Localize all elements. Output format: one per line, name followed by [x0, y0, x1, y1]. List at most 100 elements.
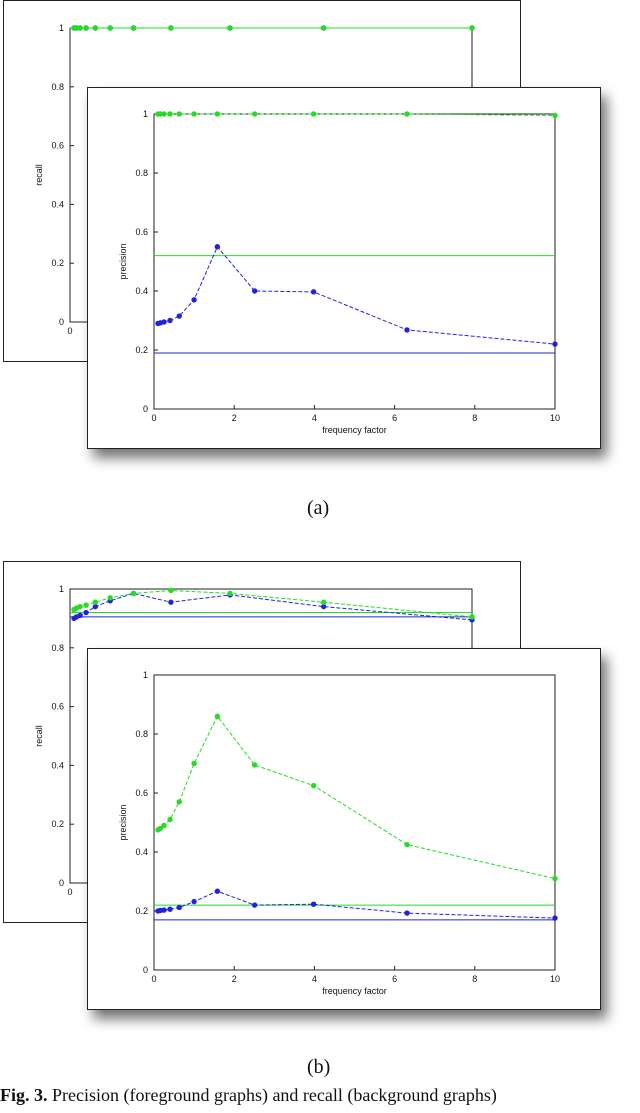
y-axis-label: precision: [118, 243, 128, 279]
data-point: [167, 906, 173, 912]
data-point: [157, 825, 164, 832]
data-point: [130, 590, 137, 597]
plot-frame: [153, 113, 556, 410]
series-line: [73, 592, 473, 621]
x-tick-label: 0: [151, 413, 156, 423]
data-point: [176, 111, 182, 117]
data-point: [83, 609, 89, 616]
y-tick-label: 0: [59, 878, 64, 888]
data-point: [191, 111, 197, 117]
y-axis-label: recall: [34, 725, 44, 747]
data-point: [107, 25, 113, 31]
recall-chart-b: 0 0.2 0.4 0.6 0.8 1 0 recall: [34, 584, 475, 897]
data-point: [167, 111, 173, 117]
data-point: [404, 111, 410, 117]
y-tick-label: 0.2: [135, 345, 148, 355]
plot-frame: [153, 674, 556, 971]
y-tick-label: 0.6: [135, 227, 148, 237]
data-point: [214, 888, 221, 894]
data-point: [320, 603, 327, 610]
data-point: [320, 25, 327, 31]
x-axis-label: frequency factor: [322, 986, 387, 996]
data-point: [161, 111, 167, 117]
data-point: [552, 875, 558, 882]
data-point: [310, 782, 317, 789]
series-line: [157, 245, 556, 345]
data-point: [469, 614, 475, 620]
y-tick-label: 0: [143, 404, 148, 414]
data-point: [92, 25, 99, 31]
data-point: [191, 760, 197, 767]
x-tick-label: 2: [232, 974, 237, 984]
series-line: [157, 715, 556, 880]
data-point: [83, 602, 89, 608]
data-point: [92, 603, 99, 610]
y-tick-label: 0.2: [135, 906, 148, 916]
y-tick-label: 0.4: [135, 286, 148, 296]
x-axis-label: frequency factor: [322, 425, 387, 435]
y-tick-label: 0.6: [51, 702, 64, 712]
x-tick-label: 8: [472, 413, 477, 423]
data-point: [77, 612, 83, 619]
x-tick-label: 0: [67, 326, 72, 336]
data-point: [469, 25, 475, 31]
data-point: [251, 288, 258, 294]
data-point: [310, 111, 317, 117]
data-point: [176, 799, 182, 805]
y-tick-label: 0.6: [51, 141, 64, 151]
data-point: [161, 319, 167, 325]
data-point: [552, 915, 558, 921]
data-point: [404, 910, 410, 916]
data-point: [176, 313, 182, 319]
y-tick-label: 0.4: [135, 847, 148, 857]
y-tick-label: 0: [143, 965, 148, 975]
data-point: [83, 25, 89, 31]
data-point: [77, 25, 83, 31]
y-tick-label: 0.4: [51, 760, 64, 770]
data-point: [167, 816, 173, 823]
y-tick-label: 1: [59, 23, 64, 33]
data-point: [310, 289, 317, 295]
data-point: [320, 599, 327, 605]
y-tick-label: 1: [143, 670, 148, 680]
x-tick-label: 8: [472, 974, 477, 984]
y-tick-label: 0.4: [51, 199, 64, 209]
caption-text: Precision (foreground graphs) and recall…: [47, 1085, 497, 1105]
caption-lead: Fig. 3.: [0, 1085, 48, 1105]
x-tick-label: 6: [392, 413, 397, 423]
data-point: [552, 112, 558, 119]
x-tick-label: 0: [151, 974, 156, 984]
data-point: [214, 111, 221, 117]
data-point: [227, 590, 233, 597]
y-tick-label: 1: [59, 584, 64, 594]
data-point: [167, 317, 173, 324]
data-point: [404, 841, 410, 848]
y-tick-label: 0.8: [135, 168, 148, 178]
x-tick-label: 10: [550, 974, 560, 984]
x-tick-label: 6: [392, 974, 397, 984]
data-point: [552, 341, 558, 347]
data-point: [214, 713, 221, 719]
x-tick-label: 10: [550, 413, 560, 423]
figure-caption: Fig. 3. Precision (foreground graphs) an…: [0, 1085, 497, 1106]
figure-b-precision-panel: 0 0.2 0.4 0.6 0.8 1 0 2 4 6 8 10 precision frequency …: [87, 648, 601, 1010]
data-point: [168, 599, 174, 605]
y-tick-label: 0.2: [51, 258, 64, 268]
figure-a-precision-panel: 0 0.2 0.4 0.6 0.8 1 0 2 4 6 8 10 precision frequency …: [87, 87, 601, 449]
y-tick-label: 0.6: [135, 788, 148, 798]
precision-chart-b: 00.20.40.60.810 2 4 6 8 10precisionfrequency …: [118, 670, 560, 996]
figure-b-label: (b): [307, 1056, 331, 1078]
data-point: [168, 587, 174, 594]
data-point: [130, 25, 137, 31]
y-tick-label: 0.8: [51, 82, 64, 92]
y-tick-label: 0.8: [51, 643, 64, 653]
data-point: [77, 603, 83, 610]
y-tick-label: 0.2: [51, 819, 64, 829]
y-axis-label: recall: [34, 164, 44, 186]
y-tick-label: 0: [59, 317, 64, 327]
x-tick-label: 2: [232, 413, 237, 423]
data-point: [251, 762, 258, 768]
data-point: [191, 898, 197, 905]
data-point: [214, 244, 221, 250]
data-point: [168, 25, 174, 31]
